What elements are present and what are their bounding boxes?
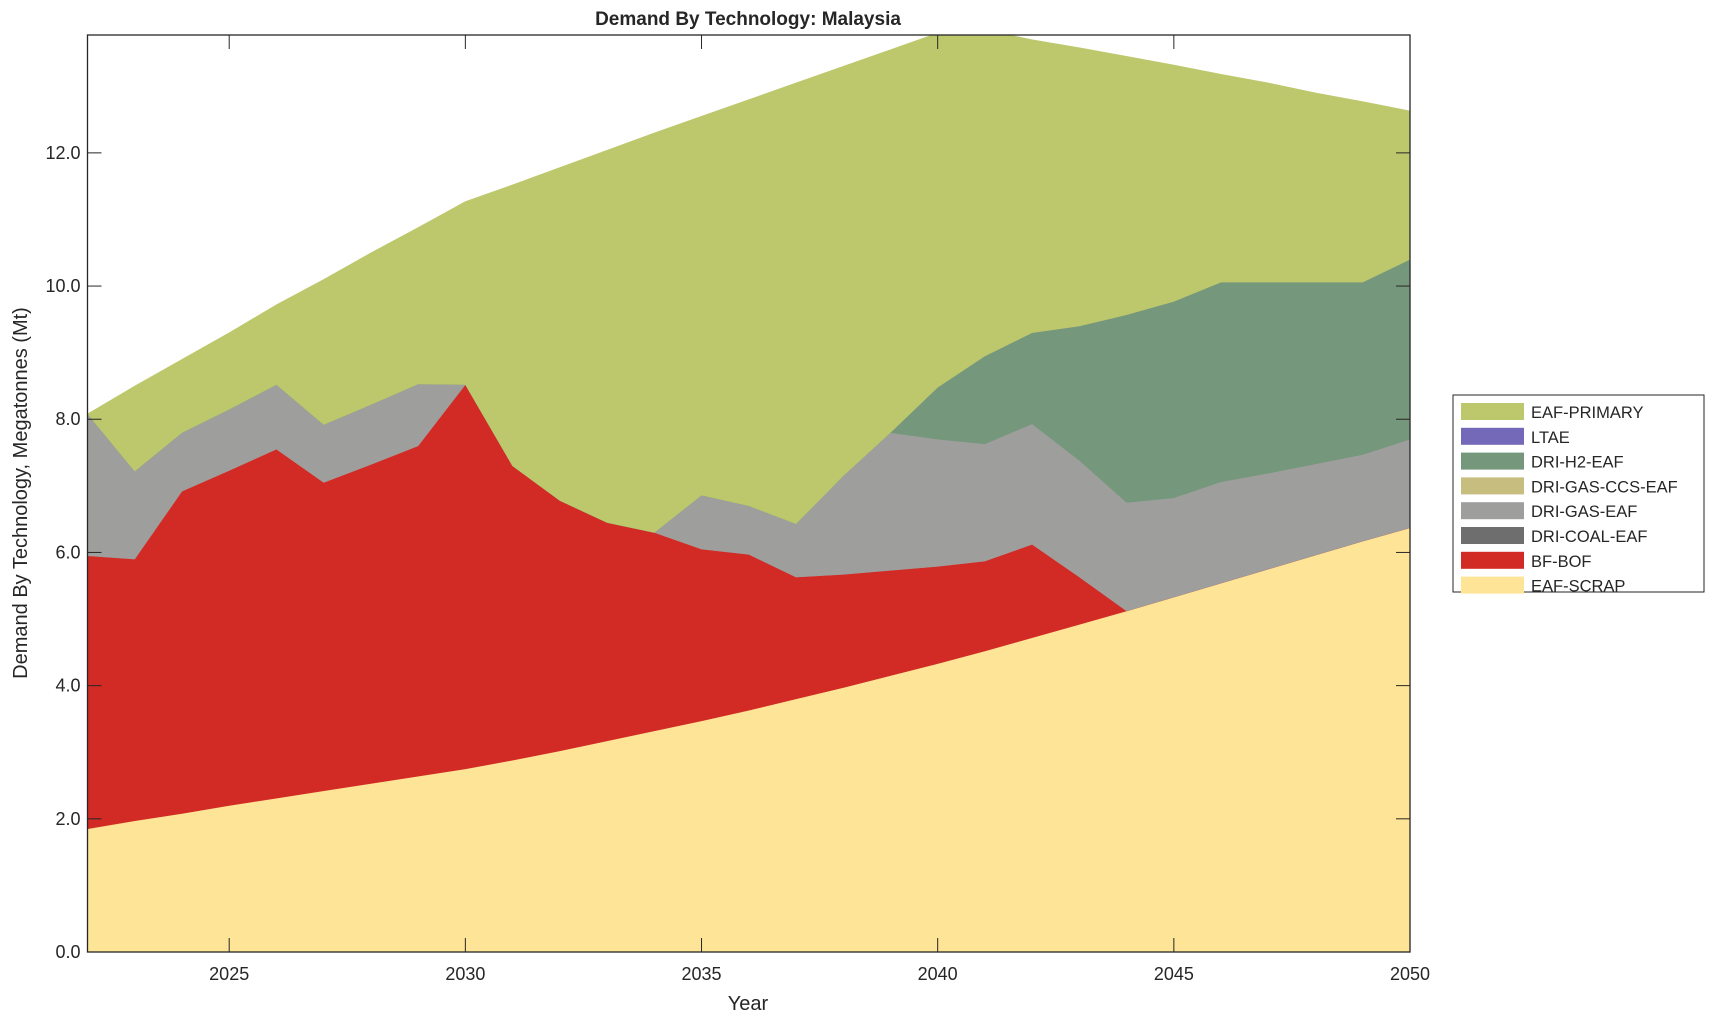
legend: EAF-PRIMARY LTAE DRI-H2-EAF DRI-GAS-CCS-EAF… — [1452, 394, 1705, 596]
legend-label: DRI-GAS-EAF — [1531, 503, 1637, 521]
legend-label: EAF-PRIMARY — [1531, 404, 1643, 422]
x-tick-label: 2025 — [209, 964, 249, 984]
area-eaf-primary — [87, 35, 1410, 533]
legend-label: BF-BOF — [1531, 553, 1592, 571]
y-axis-label: Demand By Technology, Megatonnes (Mt) — [10, 307, 32, 679]
x-axis-label: Year — [728, 993, 769, 1015]
y-axis: 0.0 2.0 4.0 6.0 8.0 10.0 12.0 — [45, 143, 1410, 962]
legend-swatch — [1461, 551, 1524, 569]
y-tick-label: 12.0 — [45, 143, 80, 163]
x-tick-label: 2050 — [1390, 964, 1430, 984]
legend-label: DRI-GAS-CCS-EAF — [1531, 478, 1678, 496]
legend-swatch — [1461, 452, 1524, 470]
y-tick-label: 2.0 — [55, 809, 80, 829]
x-tick-label: 2040 — [918, 964, 958, 984]
legend-swatch — [1461, 576, 1524, 594]
legend-swatch — [1461, 477, 1524, 495]
plot-frame — [86, 34, 1411, 953]
y-tick-label: 8.0 — [55, 409, 80, 429]
legend-swatch — [1461, 427, 1524, 445]
y-tick-label: 0.0 — [55, 942, 80, 962]
legend-label: DRI-COAL-EAF — [1531, 528, 1647, 546]
x-tick-label: 2035 — [681, 964, 721, 984]
legend-label: LTAE — [1531, 429, 1570, 447]
legend-label: DRI-H2-EAF — [1531, 454, 1624, 472]
legend-swatch — [1461, 403, 1524, 420]
area-layer — [87, 35, 1410, 952]
legend-swatch — [1461, 502, 1524, 520]
legend-label: EAF-SCRAP — [1531, 578, 1625, 596]
legend-swatch — [1461, 527, 1524, 544]
x-axis: 2025 2030 2035 2040 2045 2050 — [209, 35, 1430, 984]
y-tick-label: 4.0 — [55, 676, 80, 696]
x-tick-label: 2030 — [445, 964, 485, 984]
y-tick-label: 10.0 — [45, 276, 80, 296]
chart-title: Demand By Technology: Malaysia — [595, 9, 901, 30]
y-tick-label: 6.0 — [55, 542, 80, 562]
x-tick-label: 2045 — [1154, 964, 1194, 984]
